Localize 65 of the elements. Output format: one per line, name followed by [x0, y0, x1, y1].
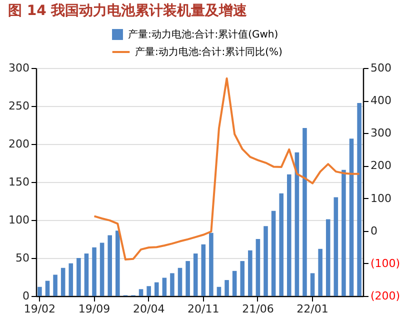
y2-tick-label: 200 — [370, 159, 392, 172]
bar — [326, 219, 330, 296]
bar — [357, 102, 362, 296]
bar — [256, 239, 260, 296]
bar — [193, 253, 198, 296]
bar — [271, 210, 276, 296]
bar — [186, 261, 190, 296]
bar — [100, 242, 104, 296]
bar — [170, 273, 174, 296]
bar — [146, 286, 151, 296]
bar — [310, 273, 315, 296]
legend-label: 产量:动力电池:合计:累计同比(%) — [135, 46, 283, 58]
bar — [108, 235, 112, 296]
bar — [138, 289, 144, 296]
bar — [264, 226, 268, 296]
x-tick-label: 19/02 — [24, 302, 56, 316]
bar — [349, 138, 354, 296]
chart-title: 图 14 我国动力电池累计装机量及增速 — [8, 3, 248, 19]
bar — [116, 230, 120, 296]
bar — [68, 263, 74, 296]
y2-tick-label: (200) — [370, 290, 400, 302]
bar — [232, 270, 237, 296]
bar — [76, 258, 81, 296]
y2-tick-label: 100 — [370, 192, 392, 205]
y-tick-label: 300 — [8, 62, 30, 74]
bar — [92, 247, 96, 296]
bar — [38, 286, 42, 296]
bar — [209, 232, 214, 296]
bar — [201, 244, 206, 296]
bar — [334, 197, 338, 296]
bar — [302, 128, 307, 296]
bar — [279, 193, 284, 296]
bar — [318, 248, 322, 296]
line-series — [93, 77, 360, 261]
y2-tick-label: 500 — [370, 62, 392, 74]
bar — [294, 152, 300, 296]
x-tick-label: 19/09 — [78, 302, 110, 316]
y-tick-label: 200 — [8, 138, 30, 150]
bar — [216, 286, 222, 296]
y-tick-label: 50 — [16, 252, 30, 264]
bar — [154, 282, 159, 296]
y-tick-label: 100 — [8, 214, 30, 226]
x-tick-label: 20/04 — [132, 302, 165, 316]
bar — [224, 280, 229, 296]
bar — [162, 278, 167, 296]
y2-tick-label: 400 — [370, 94, 392, 108]
bar — [287, 174, 292, 296]
y-tick-label: 0 — [22, 290, 30, 302]
y2-tick-label: (100) — [370, 256, 400, 270]
y-tick-label: 250 — [8, 100, 30, 112]
y-tick-label: 150 — [8, 176, 30, 188]
bar — [342, 170, 346, 296]
x-tick-label: 20/11 — [188, 302, 220, 316]
bar — [248, 250, 252, 296]
bar — [45, 280, 50, 296]
y2-tick-label: 300 — [370, 126, 392, 140]
x-tick-label: 22/01 — [296, 302, 328, 316]
bar — [60, 268, 66, 296]
bar — [84, 253, 89, 296]
y2-tick-label: 0 — [370, 224, 378, 238]
x-tick-label: 21/06 — [242, 302, 274, 316]
bar — [53, 274, 58, 296]
legend-label: 产量:动力电池:合计:累计值(Gwh) — [128, 28, 278, 40]
bar — [178, 268, 182, 296]
bar — [240, 261, 245, 296]
